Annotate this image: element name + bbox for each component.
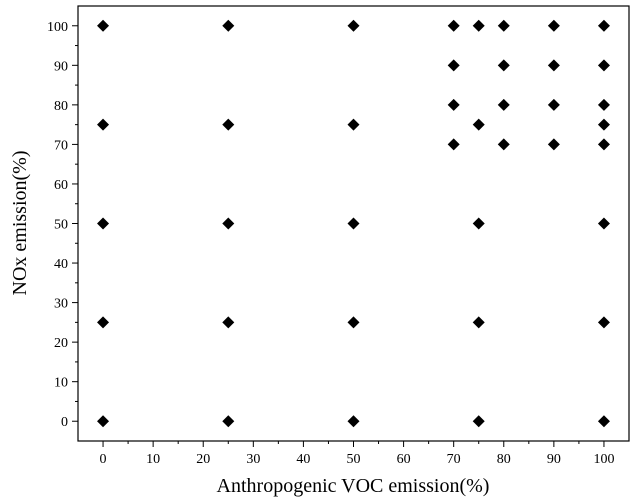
data-point — [347, 316, 360, 329]
y-tick-label: 20 — [54, 336, 68, 351]
data-point — [347, 19, 360, 32]
data-point — [597, 415, 610, 428]
y-tick-label: 70 — [54, 138, 68, 153]
data-point — [597, 59, 610, 72]
data-point — [597, 98, 610, 111]
y-tick-label: 30 — [54, 297, 68, 312]
data-point — [472, 316, 485, 329]
data-point — [347, 118, 360, 131]
data-point — [472, 217, 485, 230]
data-point — [497, 98, 510, 111]
y-tick-label: 90 — [54, 59, 68, 74]
data-point — [97, 316, 110, 329]
data-point — [597, 316, 610, 329]
y-tick-label: 50 — [54, 218, 68, 233]
x-tick-label: 40 — [296, 452, 310, 467]
y-tick-label: 0 — [61, 415, 68, 430]
data-point — [222, 118, 235, 131]
data-point — [447, 138, 460, 151]
y-tick-label: 80 — [54, 99, 68, 114]
data-point — [472, 118, 485, 131]
y-tick-label: 10 — [54, 376, 68, 391]
data-point — [547, 98, 560, 111]
data-point — [222, 217, 235, 230]
x-tick-label: 100 — [593, 452, 614, 467]
data-point — [597, 138, 610, 151]
data-point — [347, 415, 360, 428]
data-point — [497, 19, 510, 32]
x-tick-label: 30 — [246, 452, 260, 467]
data-point — [472, 19, 485, 32]
x-axis-title: Anthropogenic VOC emission(%) — [217, 475, 490, 497]
data-points — [97, 19, 610, 428]
data-point — [347, 217, 360, 230]
data-point — [222, 316, 235, 329]
y-tick-label: 100 — [47, 20, 68, 35]
data-point — [547, 138, 560, 151]
data-point — [447, 98, 460, 111]
x-tick-label: 0 — [100, 452, 107, 467]
x-tick-label: 60 — [397, 452, 411, 467]
data-point — [222, 415, 235, 428]
x-tick-label: 50 — [347, 452, 361, 467]
x-tick-label: 10 — [146, 452, 160, 467]
data-point — [447, 59, 460, 72]
data-point — [547, 19, 560, 32]
data-point — [222, 19, 235, 32]
y-tick-label: 60 — [54, 178, 68, 193]
x-tick-label: 80 — [497, 452, 511, 467]
y-tick-label: 40 — [54, 257, 68, 272]
data-point — [97, 19, 110, 32]
data-point — [497, 59, 510, 72]
data-point — [597, 19, 610, 32]
data-point — [472, 415, 485, 428]
data-point — [97, 217, 110, 230]
data-point — [547, 59, 560, 72]
x-tick-label: 90 — [547, 452, 561, 467]
data-point — [97, 118, 110, 131]
y-axis: 0 10 20 30 40 50 60 70 80 90 100 — [47, 20, 78, 430]
data-point — [597, 217, 610, 230]
data-point — [97, 415, 110, 428]
data-point — [447, 19, 460, 32]
x-axis: 0 10 20 30 40 50 60 70 80 90 100 — [100, 441, 614, 467]
x-tick-label: 70 — [447, 452, 461, 467]
y-axis-title: NOx emission(%) — [9, 151, 31, 296]
data-point — [597, 118, 610, 131]
x-tick-label: 20 — [196, 452, 210, 467]
data-point — [497, 138, 510, 151]
